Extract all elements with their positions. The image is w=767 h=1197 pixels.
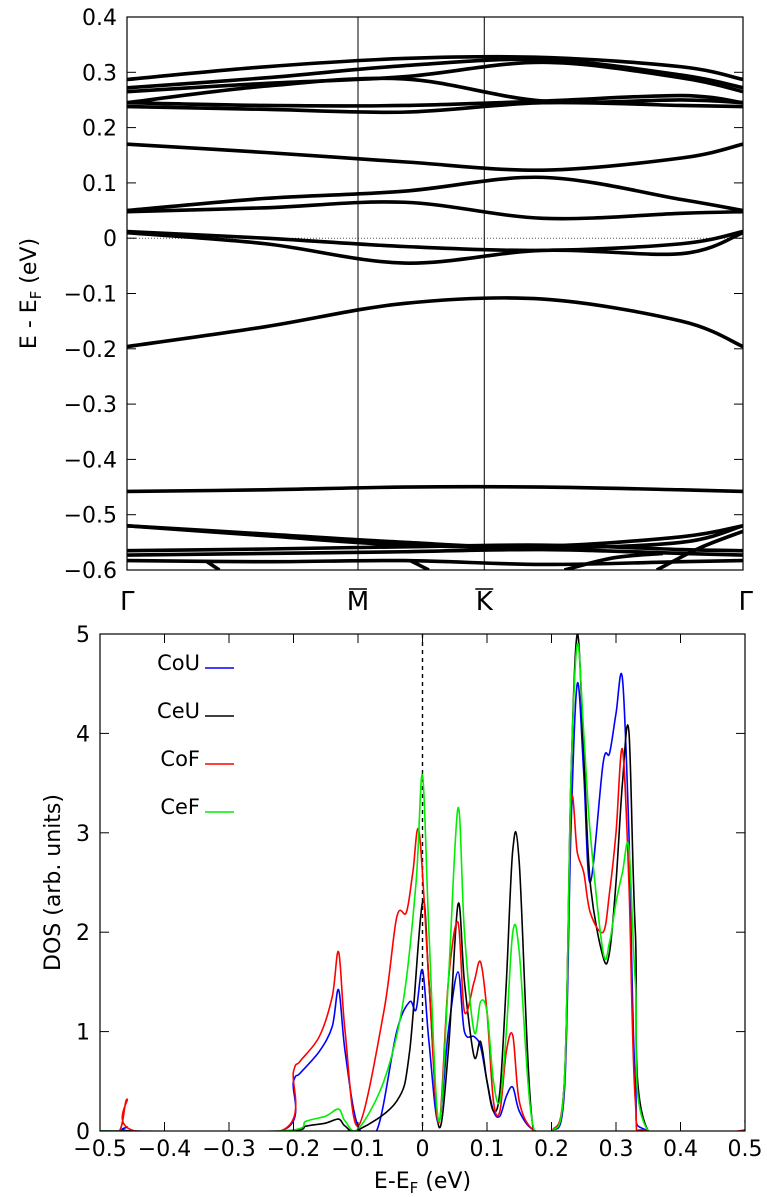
- dos-ytick-label: 0: [76, 1120, 90, 1145]
- band-line-7: [127, 142, 743, 173]
- legend-label: CeU: [157, 699, 200, 723]
- kpoint-label-3: K: [476, 587, 494, 617]
- band-line-3: [127, 60, 743, 94]
- legend-label: CeF: [160, 795, 200, 819]
- dos-xtick-label: −0.1: [331, 1137, 384, 1162]
- dos-ytick-label: 5: [76, 623, 90, 648]
- dos-xtick-label: 0.2: [534, 1137, 569, 1162]
- band-ylabel: E - EF (eV): [17, 238, 45, 349]
- dos-ytick-label: 2: [76, 921, 90, 946]
- band-line-8: [127, 175, 743, 213]
- dos-xtick-label: 0: [416, 1137, 430, 1162]
- dos-xtick-label: 0.1: [470, 1137, 505, 1162]
- band-line-4: [127, 76, 743, 105]
- kpoint-label-2: M: [347, 587, 369, 617]
- dos-legend: CoU CeU CoF CeF: [157, 651, 234, 819]
- band-lines: [127, 54, 743, 570]
- dos-xtick-label: 0.3: [599, 1137, 634, 1162]
- kpoint-label-1: Γ: [120, 587, 135, 617]
- band-ytick-label: −0.5: [64, 504, 117, 529]
- band-ytick-label: −0.2: [64, 338, 117, 363]
- band-line-16: [127, 543, 743, 553]
- band-line-10: [127, 229, 743, 253]
- dos-xtick-label: −0.2: [267, 1137, 320, 1162]
- dos-xlabel: E-EF (eV): [374, 1169, 471, 1197]
- legend-label: CoF: [160, 747, 200, 771]
- legend-entry-CoF: CoF: [160, 747, 234, 771]
- legend-label: CoU: [157, 651, 200, 675]
- band-ytick-label: −0.4: [64, 448, 117, 473]
- band-line-11: [127, 230, 743, 265]
- dos-curve-CoF: [100, 748, 745, 1131]
- dos-xtick-label: 0.5: [728, 1137, 763, 1162]
- dos-xtick-label: 0.4: [663, 1137, 698, 1162]
- dos-xtick-label: −0.4: [138, 1137, 191, 1162]
- band-line-12: [127, 296, 743, 349]
- band-line-18: [127, 558, 743, 567]
- dos-curves: [100, 634, 745, 1131]
- kpoint-label-4: Γ: [739, 587, 754, 617]
- band-ytick-label: 0.2: [82, 117, 117, 142]
- band-ytick-label: 0.3: [82, 61, 117, 86]
- band-line-2: [127, 57, 743, 90]
- band-ytick-label: −0.3: [64, 393, 117, 418]
- band-ytick-label: −0.6: [64, 559, 117, 584]
- band-line-fragment-3: [563, 551, 664, 570]
- band-line-9: [127, 200, 743, 221]
- band-line-fragment-4: [655, 529, 743, 570]
- legend-entry-CoU: CoU: [157, 651, 234, 675]
- band-ytick-label: 0.4: [82, 6, 117, 31]
- band-line-5: [127, 93, 743, 108]
- dos-ytick-label: 3: [76, 822, 90, 847]
- legend-entry-CeU: CeU: [157, 699, 234, 723]
- dos-xtick-label: −0.5: [73, 1137, 126, 1162]
- band-line-17: [127, 547, 743, 557]
- band-ytick-label: 0: [103, 227, 117, 252]
- dos-ytick-label: 1: [76, 1021, 90, 1046]
- dos-plot: −0.5 −0.4 −0.3 −0.2 −0.1 0 0.1 0.2 0.3 0.4 0.5 0 1 2 3…: [41, 623, 763, 1197]
- dos-ylabel: DOS (arb. units): [41, 794, 66, 971]
- band-ytick-label: 0.1: [82, 172, 117, 197]
- band-ytick-label: −0.1: [64, 283, 117, 308]
- dos-curve-CeF: [100, 642, 745, 1131]
- band-line-13: [127, 484, 743, 494]
- band-line-6: [127, 100, 743, 115]
- dos-xtick-label: −0.3: [202, 1137, 255, 1162]
- band-line-1: [127, 54, 743, 82]
- dos-ytick-label: 4: [76, 722, 90, 747]
- legend-entry-CeF: CeF: [160, 795, 234, 819]
- band-structure-plot: 0.4 0.3 0.2 0.1 0 −0.1 −0.2 −0.3 −0.4 −0.5 −0.6 E -…: [17, 6, 754, 617]
